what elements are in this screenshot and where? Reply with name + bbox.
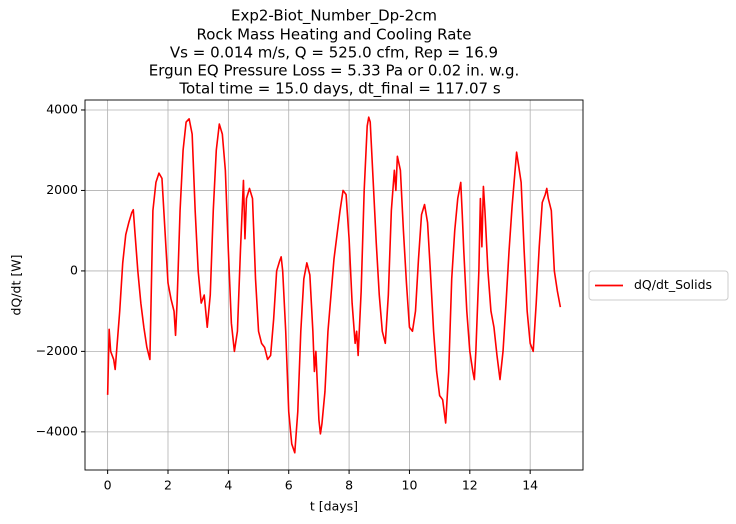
chart-title: Total time = 15.0 days, dt_final = 117.0… [178,80,500,99]
x-tick-label: 2 [164,478,172,493]
x-tick-label: 10 [402,478,418,493]
y-axis-label: dQ/dt [W] [9,255,24,316]
y-tick-label: −2000 [36,343,78,358]
y-tick-label: 0 [70,262,78,277]
chart-title: Ergun EQ Pressure Loss = 5.33 Pa or 0.02… [149,62,520,80]
x-tick-label: 8 [345,478,353,493]
x-tick-label: 0 [104,478,112,493]
chart-title: Exp2-Biot_Number_Dp-2cm [231,7,437,26]
x-tick-label: 6 [285,478,293,493]
x-tick-label: 12 [462,478,478,493]
y-tick-label: −4000 [36,423,78,438]
x-tick-label: 4 [224,478,232,493]
x-tick-label: 14 [522,478,538,493]
y-tick-label: 2000 [46,182,78,197]
plot-frame [84,99,584,471]
chart-title: Vs = 0.014 m/s, Q = 525.0 cfm, Rep = 16.… [170,44,498,62]
x-axis-label: t [days] [310,499,358,514]
chart-title: Rock Mass Heating and Cooling Rate [196,26,471,44]
legend-box [588,270,729,301]
data-line [106,116,562,454]
legend-label: dQ/dt_Solids [634,277,712,292]
y-tick-label: 4000 [46,101,78,116]
